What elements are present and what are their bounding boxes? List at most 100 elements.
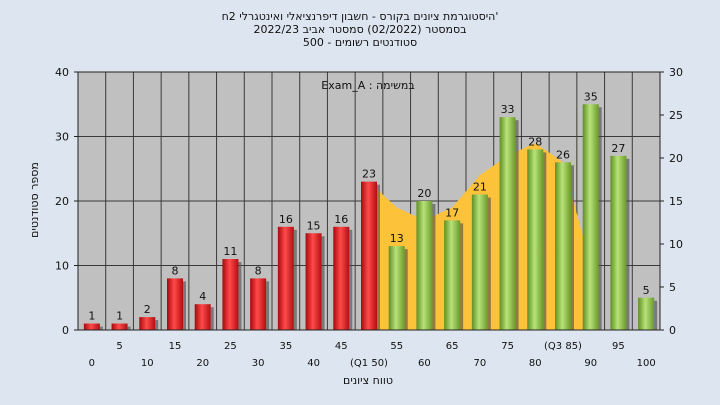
value-label-30: 8 [255,264,262,277]
y-tick-label: 40 [55,66,69,79]
bar-shadow [377,184,380,330]
x-axis-ticks: 5 15 25 35 45 55 65 75 (Q3 85) 95 0 10 20 30 40 (Q1 50)… [89,341,656,369]
value-label-50: 23 [362,168,376,181]
value-label-45: 16 [334,213,348,226]
y2-tick-label: 0 [669,324,676,337]
y2-tick-label: 25 [669,109,683,122]
bar-shadow [515,120,519,331]
chart-title-line-2: בסמסטר (02/2022) סמסטר אביב 2022/23 [253,23,466,36]
value-label-90: 35 [584,90,598,103]
x-tick-label-upper: 95 [612,341,625,352]
x-tick-label-lower: 90 [584,358,597,369]
value-label-70: 21 [473,181,487,194]
bar-70 [471,194,488,330]
bar-75 [499,117,516,331]
value-label-15: 8 [172,264,179,277]
value-label-10: 2 [144,303,151,316]
bar-shadow [432,204,436,330]
value-label-35: 16 [279,213,293,226]
x-tick-label-lower: 80 [529,358,542,369]
x-tick-label-upper: 75 [501,341,514,352]
y-axis-label: מספר סטודנטים [28,162,41,238]
bar-shadow [321,236,325,330]
bar-shadow [626,158,630,330]
chart-title-line-1: 'היסטוגרמת ציונים בקורס - חשבון דיפרנציא… [222,10,499,23]
bar-35 [277,226,294,330]
annotation-text: במשימה : Exam_A [321,79,414,92]
bar-60 [416,201,433,330]
bar-0 [83,323,100,330]
bar-shadow [155,320,159,330]
bar-90 [582,104,599,330]
bar-100 [638,297,655,330]
value-label-65: 17 [445,206,459,219]
bar-20 [194,304,211,330]
y-tick-label: 0 [62,324,69,337]
bar-50 [361,181,377,330]
value-label-55: 13 [390,232,404,245]
x-tick-label-lower: 20 [196,358,209,369]
y-tick-label: 10 [55,260,69,273]
x-tick-label-upper: 5 [116,341,122,352]
bar-shadow [238,262,242,330]
x-tick-label-upper: 15 [169,341,182,352]
value-label-80: 28 [528,135,542,148]
x-tick-label-lower: 40 [307,358,320,369]
y-tick-label: 20 [55,195,69,208]
bar-95 [610,155,627,330]
bar-55 [388,246,405,330]
bar-shadow [293,229,297,330]
bar-80 [527,149,544,330]
bar-25 [222,259,239,330]
bar-shadow [571,165,574,330]
bars-group [83,104,658,331]
bar-shadow [654,300,658,330]
x-tick-label-lower: 60 [418,358,431,369]
x-tick-label-lower: (Q1 50) [350,358,388,369]
bar-40 [305,233,322,330]
bar-shadow [99,326,103,330]
value-label-60: 20 [417,187,431,200]
value-label-85: 26 [556,148,570,161]
value-label-40: 15 [307,219,321,232]
bar-shadow [543,152,547,330]
value-label-20: 4 [199,290,206,303]
bar-shadow [349,229,353,330]
bar-shadow [183,281,186,330]
bar-5 [111,323,128,330]
bar-shadow [487,197,491,330]
x-tick-label-upper: (Q3 85) [544,341,582,352]
y2-tick-label: 20 [669,152,683,165]
x-tick-label-lower: 10 [141,358,154,369]
bar-65 [444,220,461,330]
y2-tick-label: 10 [669,238,683,251]
bar-shadow [266,281,270,330]
x-tick-label-upper: 55 [390,341,403,352]
bar-85 [555,162,571,330]
bar-shadow [210,307,214,330]
chart-title-line-3: סטודנטים רשומים - 500 [303,36,417,49]
y2-tick-label: 5 [669,281,676,294]
bar-shadow [598,107,602,330]
y2-tick-label: 30 [669,66,683,79]
bar-10 [139,317,156,330]
value-label-0: 1 [88,310,95,323]
bar-30 [250,278,267,330]
value-label-100: 5 [643,284,650,297]
bar-15 [167,278,183,330]
x-tick-label-upper: 35 [279,341,292,352]
x-tick-label-upper: 45 [335,341,348,352]
x-tick-label-lower: 30 [252,358,265,369]
y-tick-label: 30 [55,131,69,144]
value-label-75: 33 [501,103,515,116]
y2-tick-label: 15 [669,195,683,208]
x-tick-label-upper: 65 [446,341,459,352]
x-axis-label: טווח ציונים [343,374,393,387]
y-axis-ticks: 0 10 20 30 40 [55,66,78,337]
bar-shadow [460,223,464,330]
bar-shadow [404,249,408,330]
value-label-25: 11 [223,245,237,258]
